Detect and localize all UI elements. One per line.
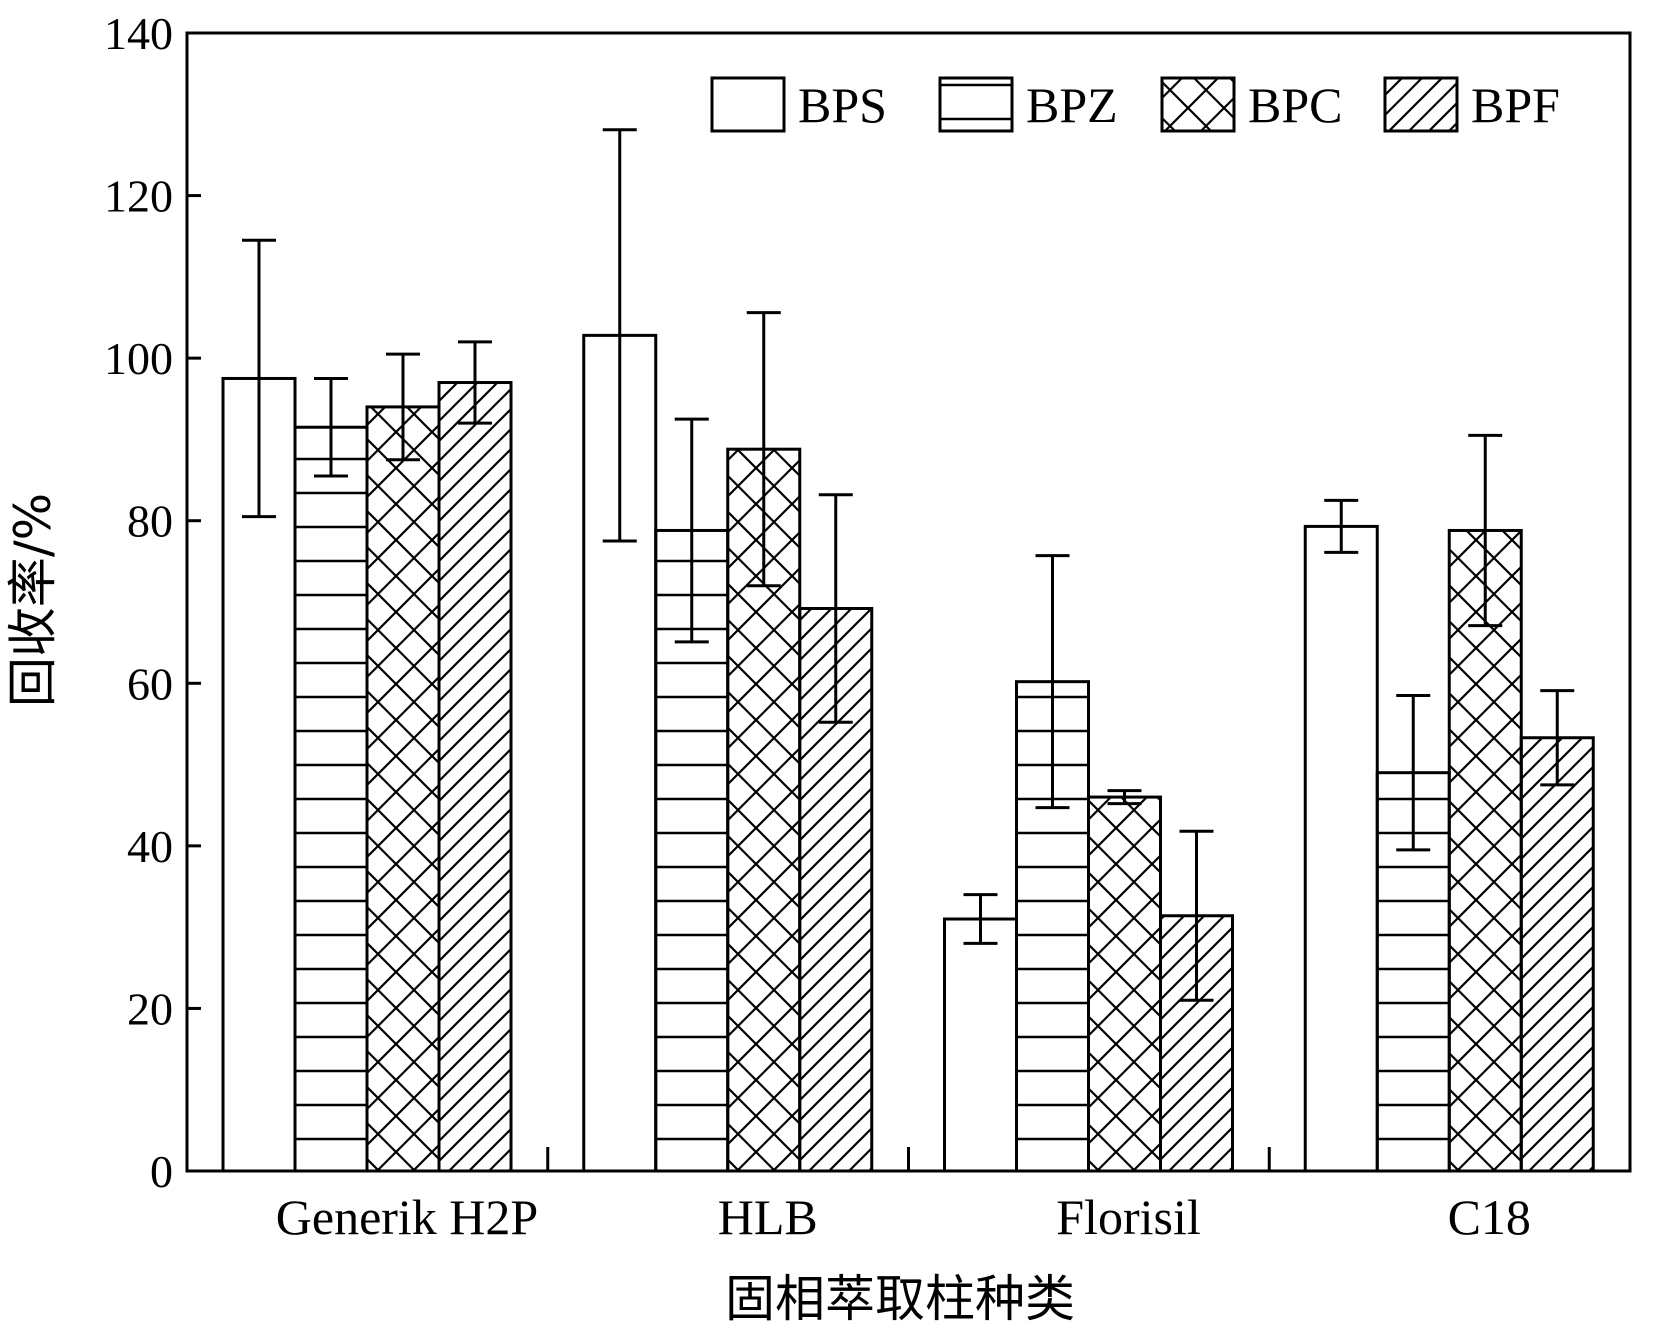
x-tick-label-hlb: HLB: [718, 1189, 818, 1245]
legend-swatch-bpf: [1383, 76, 1459, 133]
legend-item-bpc: BPC: [1160, 76, 1343, 133]
bar-bps-c18: [1303, 524, 1379, 1173]
error-bar-bpf-florisil: [1179, 829, 1214, 1002]
error-bar-bps-generik-h2p: [242, 238, 276, 519]
bar-bpf-generik-h2p: [437, 381, 513, 1173]
legend-swatch-bps: [710, 76, 786, 133]
error-bar-bpf-generik-h2p: [458, 340, 492, 425]
error-bars-layer: [242, 128, 1575, 1002]
legend: BPS BPZ BPC BPF: [710, 76, 1560, 133]
error-bar-bpc-c18: [1468, 433, 1503, 628]
y-tick-label-0: 0: [150, 1146, 173, 1197]
legend-item-bpf: BPF: [1383, 76, 1560, 133]
x-tick-label-florisil: Florisil: [1056, 1189, 1200, 1245]
bar-bpc-florisil: [1087, 795, 1162, 1173]
legend-swatch-bpc: [1160, 76, 1236, 133]
x-tick-label-c18: C18: [1448, 1189, 1531, 1245]
y-tick-label-40: 40: [127, 821, 173, 872]
bar-bpz-generik-h2p: [293, 425, 369, 1173]
legend-item-bps: BPS: [710, 76, 887, 133]
bar-bps-florisil: [943, 917, 1018, 1173]
error-bar-bpz-florisil: [1035, 554, 1070, 810]
bar-bpf-c18: [1519, 736, 1595, 1173]
error-bar-bpz-c18: [1396, 693, 1431, 852]
bars-layer: [221, 333, 1595, 1173]
bar-bpc-generik-h2p: [365, 405, 441, 1173]
x-tick-label-generik-h2p: Generik H2P: [276, 1189, 538, 1245]
error-bar-bpc-hlb: [746, 311, 781, 588]
error-bar-bpf-hlb: [818, 493, 853, 724]
error-bar-bpc-florisil: [1107, 789, 1142, 806]
legend-swatch-bpz: [938, 76, 1014, 133]
error-bar-bps-c18: [1324, 498, 1359, 554]
legend-label-bpf: BPF: [1471, 77, 1560, 133]
y-tick-label-120: 120: [104, 171, 173, 222]
y-tick-label-20: 20: [127, 983, 173, 1034]
error-bar-bpf-c18: [1540, 689, 1575, 787]
y-tick-label-60: 60: [127, 658, 173, 709]
axes-layer: 0 20 40 60 80 100 120 140 Generik H2P HLB Florisil…: [104, 8, 1632, 1245]
error-bar-bps-hlb: [602, 128, 637, 543]
y-tick-label-80: 80: [127, 496, 173, 547]
legend-item-bpz: BPZ: [938, 76, 1118, 133]
error-bar-bps-florisil: [963, 893, 998, 945]
legend-label-bpz: BPZ: [1026, 77, 1118, 133]
y-axis-title: 回收率/%: [4, 493, 62, 707]
x-axis-title: 固相萃取柱种类: [725, 1270, 1075, 1328]
legend-label-bpc: BPC: [1248, 77, 1343, 133]
y-tick-label-100: 100: [104, 333, 173, 384]
error-bar-bpz-generik-h2p: [314, 376, 348, 478]
error-bar-bpc-generik-h2p: [386, 352, 420, 462]
legend-label-bps: BPS: [798, 77, 887, 133]
error-bar-bpz-hlb: [674, 417, 709, 644]
y-tick-label-140: 140: [104, 8, 173, 59]
